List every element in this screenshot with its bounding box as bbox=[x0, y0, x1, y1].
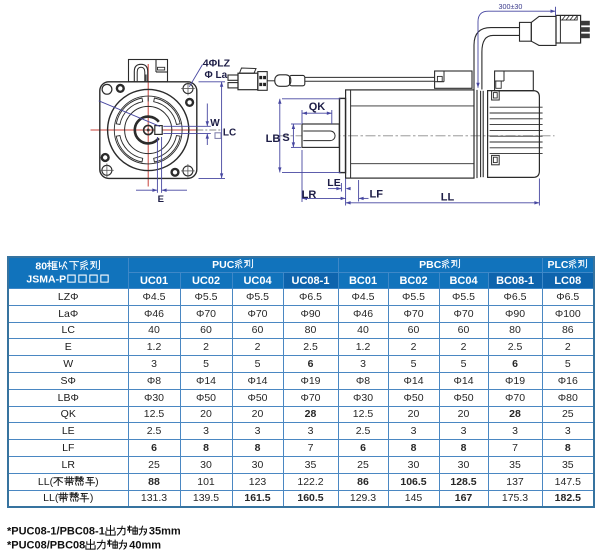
svg-text:LE: LE bbox=[327, 177, 340, 189]
svg-text:LL: LL bbox=[441, 192, 455, 204]
svg-text:300±30: 300±30 bbox=[499, 2, 523, 11]
svg-text:LC: LC bbox=[223, 128, 236, 139]
svg-text:4ΦLZ: 4ΦLZ bbox=[203, 58, 231, 70]
svg-text:S: S bbox=[282, 132, 289, 144]
svg-text:LF: LF bbox=[370, 188, 384, 200]
svg-text:LR: LR bbox=[302, 189, 317, 201]
svg-text:W: W bbox=[210, 118, 220, 129]
svg-text:E: E bbox=[158, 194, 164, 205]
svg-text:Φ La: Φ La bbox=[205, 70, 228, 81]
svg-text:LB: LB bbox=[266, 133, 281, 145]
svg-text:QK: QK bbox=[309, 101, 326, 113]
